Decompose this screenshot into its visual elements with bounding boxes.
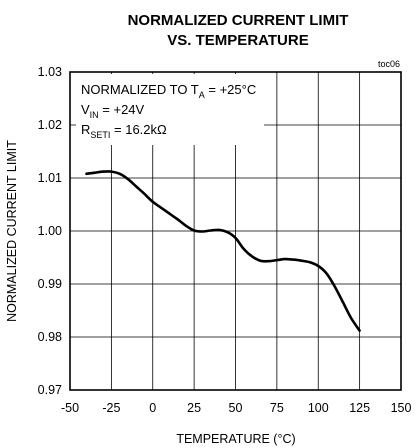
x-tick-label: 0 xyxy=(149,401,156,415)
y-tick-label: 1.02 xyxy=(38,118,62,132)
y-tick-label: 1.00 xyxy=(38,224,62,238)
figure-code: toc06 xyxy=(378,59,400,69)
x-axis-label: TEMPERATURE (°C) xyxy=(176,432,295,446)
x-tick-label: 125 xyxy=(349,401,370,415)
chart-title: NORMALIZED CURRENT LIMIT xyxy=(128,12,349,29)
plot-frame xyxy=(69,71,402,391)
x-tick-labels: -50 -25 0 25 50 75 100 125 150 xyxy=(61,401,412,415)
x-tick-label: 100 xyxy=(308,401,329,415)
y-tick-label: 0.98 xyxy=(38,330,62,344)
x-tick-label: 75 xyxy=(270,401,284,415)
x-tick-label: -50 xyxy=(61,401,79,415)
annotation-box xyxy=(76,74,264,145)
series-line xyxy=(85,170,361,332)
x-tick-label: 50 xyxy=(229,401,243,415)
x-tick-label: 150 xyxy=(391,401,412,415)
y-tick-label: 1.03 xyxy=(38,65,62,79)
y-tick-labels: 0.97 0.98 0.99 1.00 1.01 1.02 1.03 xyxy=(38,65,62,397)
chart-subtitle: VS. TEMPERATURE xyxy=(167,32,308,49)
y-tick-label: 0.99 xyxy=(38,277,62,291)
annotation-line-2: VIN = +24V xyxy=(81,102,145,120)
annotation-line-1: NORMALIZED TO TA = +25°C xyxy=(81,82,256,100)
annotation-line-3: RSETI = 16.2kΩ xyxy=(81,122,167,140)
y-axis-label: NORMALIZED CURRENT LIMIT xyxy=(5,140,19,322)
y-tick-label: 0.97 xyxy=(38,383,62,397)
y-tick-label: 1.01 xyxy=(38,171,62,185)
x-tick-label: -25 xyxy=(102,401,120,415)
x-tick-label: 25 xyxy=(187,401,201,415)
